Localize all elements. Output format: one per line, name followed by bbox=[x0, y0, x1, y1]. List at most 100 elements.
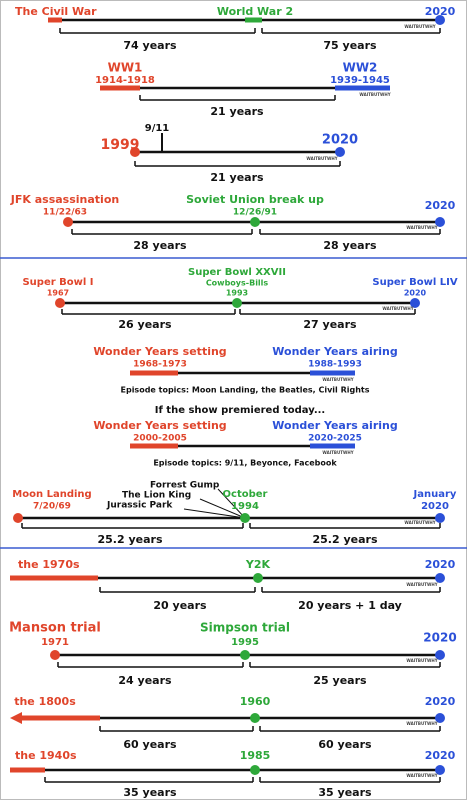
span-label: 21 years bbox=[210, 171, 264, 184]
event-label: 1971 bbox=[41, 637, 69, 648]
watermark: WAITBUTWHY bbox=[306, 156, 337, 161]
watermark: WAITBUTWHY bbox=[406, 582, 437, 587]
watermark: WAITBUTWHY bbox=[322, 450, 353, 455]
event-dot bbox=[435, 15, 445, 25]
span-label: 27 years bbox=[303, 318, 357, 331]
event-dot bbox=[435, 713, 445, 723]
event-label: 2020 bbox=[421, 501, 449, 512]
event-label: Y2K bbox=[245, 558, 271, 571]
span-label: 20 years + 1 day bbox=[298, 599, 402, 612]
event-label: Moon Landing bbox=[12, 489, 91, 500]
event-dot bbox=[250, 765, 260, 775]
event-label: 1939-1945 bbox=[330, 75, 390, 86]
event-dot bbox=[240, 650, 250, 660]
span-label: 25.2 years bbox=[98, 533, 163, 546]
event-label: 2020 bbox=[425, 695, 456, 708]
watermark: WAITBUTWHY bbox=[359, 92, 390, 97]
event-label: 1994 bbox=[231, 501, 259, 512]
event-dot bbox=[50, 650, 60, 660]
event-label: Wonder Years airing bbox=[272, 345, 397, 358]
event-label: 1914-1918 bbox=[95, 75, 155, 86]
span-label: 35 years bbox=[123, 786, 177, 799]
event-label: 1968-1973 bbox=[133, 360, 187, 370]
event-label: Soviet Union break up bbox=[186, 193, 324, 206]
event-dot bbox=[63, 217, 73, 227]
event-dot bbox=[55, 298, 65, 308]
span-label: 21 years bbox=[210, 105, 264, 118]
event-label: Wonder Years airing bbox=[272, 419, 397, 432]
event-label: Jurassic Park bbox=[106, 501, 173, 511]
span-label: 28 years bbox=[133, 239, 187, 252]
event-label: WW1 bbox=[108, 61, 143, 75]
event-label: JFK assassination bbox=[10, 193, 119, 206]
event-label: 1967 bbox=[47, 289, 69, 298]
event-label: 1960 bbox=[240, 695, 271, 708]
event-label: Manson trial bbox=[9, 621, 101, 636]
event-dot bbox=[250, 713, 260, 723]
event-dot bbox=[130, 147, 140, 157]
event-label: 2020 bbox=[404, 289, 427, 298]
event-label: 2020 bbox=[425, 199, 456, 212]
span-label: 74 years bbox=[123, 39, 177, 52]
event-label: Simpson trial bbox=[200, 621, 290, 635]
event-label: 2020 bbox=[425, 749, 456, 762]
event-label: The Civil War bbox=[15, 5, 97, 18]
arrow-head bbox=[10, 712, 22, 724]
event-dot bbox=[435, 513, 445, 523]
event-label: the 1940s bbox=[15, 749, 77, 762]
span-label: 25 years bbox=[313, 674, 367, 687]
event-label: WW2 bbox=[343, 61, 378, 75]
event-label: 9/11 bbox=[145, 123, 170, 134]
event-label: 1988-1993 bbox=[308, 360, 362, 370]
event-label: Super Bowl XXVII bbox=[188, 267, 286, 278]
event-dot bbox=[13, 513, 23, 523]
span-label: 28 years bbox=[323, 239, 377, 252]
watermark: WAITBUTWHY bbox=[406, 773, 437, 778]
span-label: 24 years bbox=[118, 674, 172, 687]
event-label: 12/26/91 bbox=[233, 208, 277, 218]
event-label: 1995 bbox=[231, 637, 259, 648]
episode-topics: Episode topics: Moon Landing, the Beatle… bbox=[121, 386, 370, 395]
watermark: WAITBUTWHY bbox=[382, 306, 413, 311]
event-label: Wonder Years setting bbox=[93, 419, 226, 432]
watermark: WAITBUTWHY bbox=[406, 658, 437, 663]
event-dot bbox=[240, 513, 250, 523]
event-dot bbox=[253, 573, 263, 583]
event-label: 2020 bbox=[425, 558, 456, 571]
event-label: October bbox=[223, 489, 268, 500]
event-dot bbox=[232, 298, 242, 308]
event-label: Wonder Years setting bbox=[93, 345, 226, 358]
event-label: Super Bowl LIV bbox=[372, 277, 457, 288]
span-label: 60 years bbox=[123, 738, 177, 751]
event-dot bbox=[435, 765, 445, 775]
episode-topics: Episode topics: 9/11, Beyonce, Facebook bbox=[153, 459, 337, 468]
event-label: January bbox=[413, 489, 457, 500]
event-label: Cowboys-Bills bbox=[206, 279, 269, 288]
span-label: 25.2 years bbox=[313, 533, 378, 546]
pointer bbox=[183, 508, 246, 519]
event-label: 1999 bbox=[101, 137, 140, 153]
event-label: 1985 bbox=[240, 749, 271, 762]
event-label: the 1970s bbox=[18, 558, 80, 571]
span-label: 20 years bbox=[153, 599, 207, 612]
event-label: 2000-2005 bbox=[133, 434, 187, 444]
event-dot bbox=[335, 147, 345, 157]
premise: If the show premiered today... bbox=[155, 405, 325, 416]
event-label: 2020-2025 bbox=[308, 434, 362, 444]
event-dot bbox=[435, 573, 445, 583]
watermark: WAITBUTWHY bbox=[406, 225, 437, 230]
event-label: 2020 bbox=[322, 133, 358, 148]
event-dot bbox=[435, 650, 445, 660]
event-dot bbox=[435, 217, 445, 227]
pointer bbox=[199, 498, 246, 519]
event-label: 11/22/63 bbox=[43, 208, 87, 218]
watermark: WAITBUTWHY bbox=[404, 24, 435, 29]
event-label: Super Bowl I bbox=[22, 277, 93, 288]
watermark: WAITBUTWHY bbox=[406, 721, 437, 726]
watermark: WAITBUTWHY bbox=[322, 377, 353, 382]
event-label: 1993 bbox=[226, 289, 248, 298]
span-label: 60 years bbox=[318, 738, 372, 751]
event-label: 2020 bbox=[425, 5, 456, 18]
event-label: World War 2 bbox=[217, 5, 293, 18]
